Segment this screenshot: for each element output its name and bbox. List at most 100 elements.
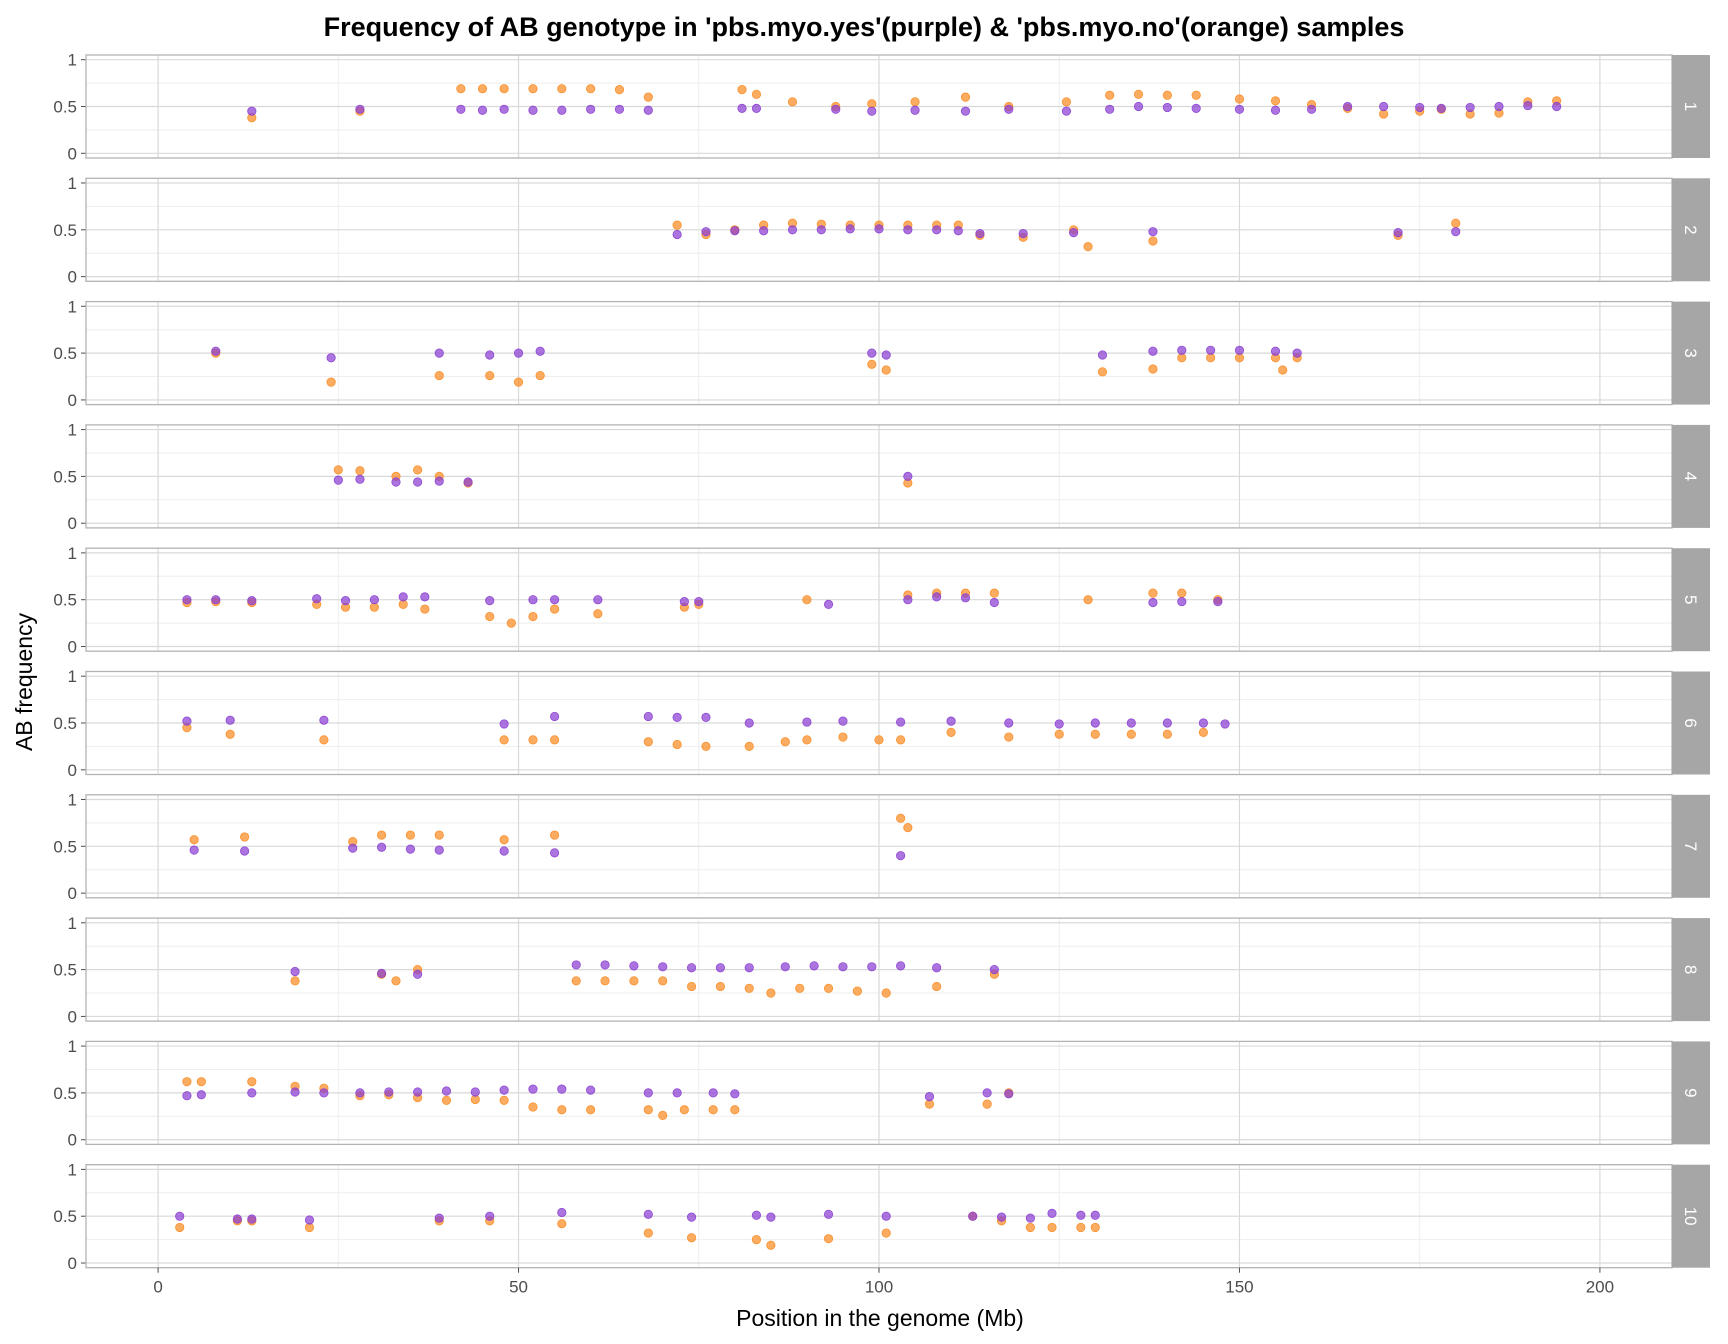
data-point-purple [730,1089,740,1099]
data-point-purple [1198,718,1209,728]
y-tick-label: 1 [68,667,77,686]
data-point-orange [1148,236,1158,246]
data-point-purple [413,477,423,487]
facet-strip [1672,55,1710,158]
data-point-orange [896,735,906,745]
y-tick-label: 1 [68,51,77,70]
data-point-orange [586,84,596,94]
data-point-purple [434,348,444,358]
data-point-orange [1097,367,1108,377]
data-point-orange [586,1105,596,1115]
data-point-orange [1133,89,1144,99]
y-tick-label: 1 [68,297,77,316]
data-point-orange [823,1234,834,1244]
data-point-purple [701,712,711,722]
data-point-purple [189,845,199,855]
data-point-purple [586,104,596,114]
data-point-purple [593,595,603,605]
data-point-orange [744,741,754,752]
data-point-orange [499,735,509,745]
data-point-orange [528,735,538,745]
data-point-purple [434,476,444,486]
data-point-purple [319,1088,329,1098]
data-point-orange [1061,97,1072,107]
data-point-purple [355,1088,365,1098]
data-point-purple [1206,345,1216,355]
data-point-orange [686,1233,697,1243]
data-point-purple [369,595,379,605]
facet-panel-3: 0 0.5 1 3 [53,297,1710,410]
facet-strip [1672,301,1710,405]
data-point-orange [557,84,567,94]
data-point-purple [528,1084,538,1094]
data-point-purple [643,1088,653,1098]
data-point-purple [456,104,466,114]
data-point-purple [340,596,351,606]
data-point-orange [896,813,906,823]
data-point-orange [1177,588,1187,598]
data-point-orange [355,466,365,476]
data-point-orange [528,611,538,622]
data-point-orange [549,830,560,840]
data-point-purple [420,592,430,602]
data-point-purple [903,595,913,605]
data-point-purple [658,962,668,972]
data-point-purple [679,596,689,607]
facet-strip-label: 3 [1681,348,1700,357]
data-point-purple [1148,597,1158,608]
facet-strip-label: 7 [1681,842,1700,851]
data-point-orange [535,370,545,381]
data-point-purple [1342,101,1353,112]
data-point-purple [845,224,855,234]
data-point-purple [1004,104,1014,114]
data-point-purple [499,104,509,114]
data-point-orange [477,84,488,94]
data-point-orange [290,976,300,986]
data-point-orange [182,1077,192,1087]
data-point-purple [960,593,971,603]
data-point-purple [326,353,336,363]
chart-title: Frequency of AB genotype in 'pbs.myo.yes… [324,12,1405,42]
facet-strip-label: 5 [1681,595,1700,604]
data-point-orange [1025,1222,1035,1233]
data-point-purple [823,1209,834,1219]
facet-strip-label: 9 [1681,1088,1700,1097]
data-point-purple [1076,1210,1086,1220]
data-point-purple [1494,101,1504,112]
data-point-purple [1105,104,1115,114]
data-point-purple [485,1211,495,1221]
data-point-orange [751,89,762,99]
data-point-purple [499,719,509,729]
data-point-orange [485,370,495,381]
data-point-purple [535,346,545,356]
data-point-orange [1162,90,1172,100]
data-point-purple [1393,228,1403,238]
facet-panel-10: 0 0.5 1 10 [53,1160,1710,1273]
data-point-purple [247,596,257,606]
data-point-purple [989,964,999,975]
data-point-purple [737,103,747,113]
facet-panel-9: 0 0.5 1 9 [53,1037,1710,1150]
data-point-orange [1162,729,1172,739]
x-axis-title: Position in the genome (Mb) [736,1305,1024,1331]
data-point-purple [874,224,884,234]
data-point-purple [413,969,423,979]
data-point-orange [240,832,250,842]
data-point-orange [658,1110,668,1120]
data-point-purple [463,477,473,487]
data-point-orange [751,1235,762,1245]
data-point-orange [802,735,812,745]
data-point-orange [333,465,343,475]
data-point-purple [780,962,790,972]
y-tick-label: 0.5 [53,344,77,363]
data-point-orange [326,377,336,387]
data-point-orange [910,97,920,107]
facet-strip [1672,178,1710,282]
facet-strip [1672,918,1710,1022]
data-point-purple [881,1211,891,1221]
data-point-orange [571,976,581,986]
data-point-purple [787,225,798,235]
y-tick-label: 0.5 [53,837,77,856]
data-point-orange [391,976,401,986]
data-point-orange [1191,90,1201,100]
